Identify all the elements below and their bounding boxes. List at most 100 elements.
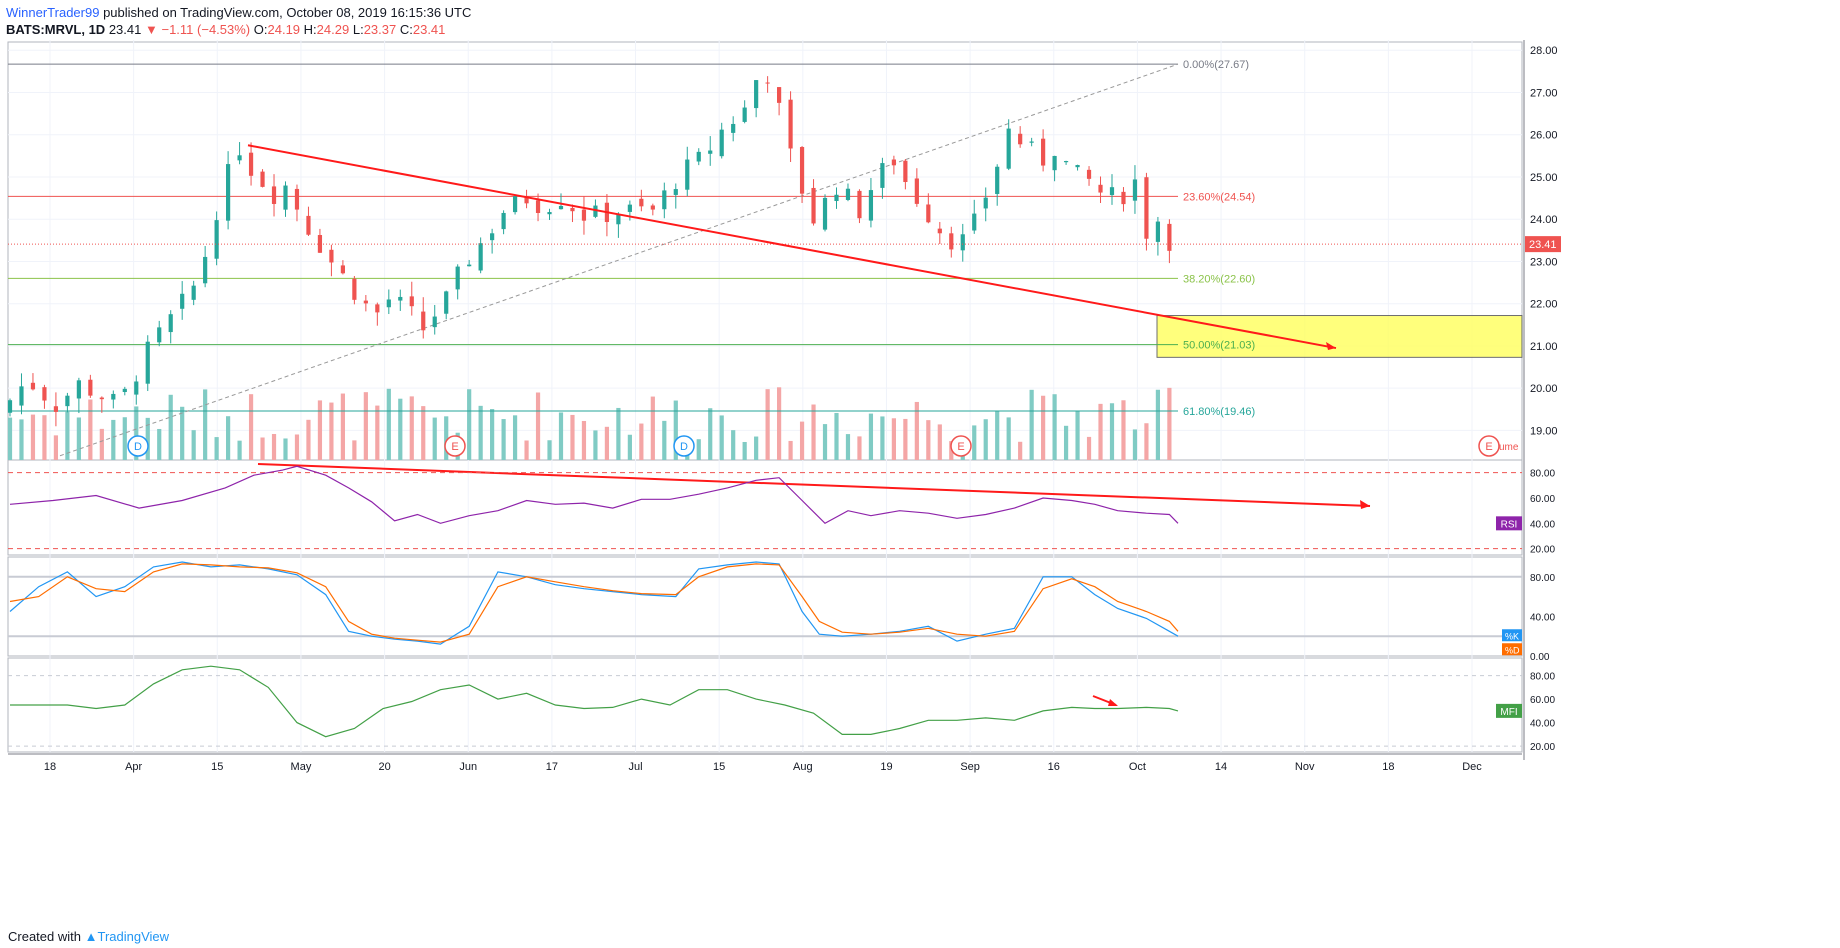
volume-bar xyxy=(1006,417,1011,460)
candle-body xyxy=(868,190,874,221)
volume-bar xyxy=(76,417,81,460)
volume-bar xyxy=(352,440,357,460)
volume-bar xyxy=(237,440,242,460)
rsi-line xyxy=(9,465,1179,525)
rsi-trend-line xyxy=(257,463,1371,507)
volume-bar xyxy=(260,437,265,460)
volume-bar xyxy=(501,419,506,460)
close-value: 23.41 xyxy=(412,22,446,37)
volume-bar xyxy=(65,411,70,460)
candle-body xyxy=(1109,187,1115,196)
indicator-tick-label: 60.00 xyxy=(1530,695,1555,706)
marker-letter: D xyxy=(134,441,142,453)
close-label: C: xyxy=(399,22,413,37)
candle-body xyxy=(168,314,173,333)
volume-bar xyxy=(432,417,437,460)
volume-bar xyxy=(535,392,541,460)
candle-body xyxy=(891,159,896,166)
price-axis[interactable]: 28.00 27.00 26.00 25.00 24.00 23.00 22.00 21.00… xyxy=(1523,40,1561,760)
candles xyxy=(7,76,1172,427)
published-text: published on TradingView.com, October 08… xyxy=(99,5,472,20)
earnings-marker xyxy=(444,435,466,457)
price-tick-label: 28.00 xyxy=(1530,45,1558,57)
fib-label: 23.60%(24.54) xyxy=(1183,191,1255,203)
volume-bar xyxy=(203,389,208,460)
candle-body xyxy=(880,163,885,188)
volume-bar xyxy=(30,414,36,460)
time-tick-label: 19 xyxy=(880,761,892,773)
fib-trend-line xyxy=(59,63,1179,457)
price-tick-label: 23.00 xyxy=(1530,256,1558,268)
time-tick-label: 17 xyxy=(546,761,558,773)
volume-bar xyxy=(1132,429,1138,460)
candle-body xyxy=(731,123,736,133)
symbol-label[interactable]: BATS:MRVL, 1D xyxy=(6,22,106,37)
volume-bar xyxy=(363,392,368,460)
volume-bar xyxy=(719,415,724,460)
volume-bar xyxy=(1041,395,1046,460)
volume-bar xyxy=(799,421,805,460)
volume-bar xyxy=(1018,441,1023,460)
price-tick-label: 26.00 xyxy=(1530,130,1558,142)
volume-bar xyxy=(375,405,380,460)
volume-bar xyxy=(214,437,219,460)
candle-body xyxy=(696,151,701,162)
price-tick-label: 21.00 xyxy=(1530,341,1558,353)
candle-body xyxy=(558,205,564,210)
volume-bar xyxy=(1029,389,1034,460)
volume-bar xyxy=(880,416,885,460)
time-tick-label: Jun xyxy=(459,761,477,773)
candle-body xyxy=(627,204,632,212)
volume-bar xyxy=(822,424,828,460)
candle-body xyxy=(30,382,36,390)
candle-body xyxy=(203,256,208,284)
indicator-tick-label: 0.00 xyxy=(1530,652,1550,663)
candle-body xyxy=(719,129,724,157)
volume-bar xyxy=(593,430,598,460)
price-tick-label: 20.00 xyxy=(1530,383,1558,395)
volume-bar xyxy=(398,398,403,460)
volume-bar xyxy=(983,419,988,460)
volume-bar xyxy=(512,415,518,460)
candle-body xyxy=(1075,165,1080,168)
candle-body xyxy=(983,197,988,209)
candle-body xyxy=(754,80,759,109)
candle-body xyxy=(639,198,644,207)
candle-body xyxy=(122,388,127,393)
volume-bar xyxy=(7,417,13,460)
candle-body xyxy=(42,387,47,401)
price-tick-label: 27.00 xyxy=(1530,87,1558,99)
candle-body xyxy=(1052,155,1057,171)
candle-body xyxy=(903,160,908,183)
price-chart[interactable]: 0.00%(27.67) 23.60%(24.54) 38.20%(22.60) 50… xyxy=(0,40,1840,940)
tradingview-brand[interactable]: TradingView xyxy=(97,929,170,944)
d-badge-label: %D xyxy=(1505,645,1520,655)
d-badge xyxy=(1502,643,1522,656)
candle-body xyxy=(570,207,575,212)
volume-bar xyxy=(88,399,93,460)
candle-body xyxy=(799,147,805,194)
candle-body xyxy=(1144,177,1149,239)
time-axis[interactable]: 18 Apr 15 May 20 Jun 17 Jul 15 Aug 19 Sep 16 Oct 14 Nov… xyxy=(8,753,1522,773)
candle-body xyxy=(1155,221,1161,242)
volume-bar xyxy=(248,394,254,460)
candle-body xyxy=(926,204,931,223)
candle-body xyxy=(788,99,793,149)
time-tick-label: 16 xyxy=(1048,761,1060,773)
volume-bar xyxy=(616,407,621,460)
mfi-arrowhead xyxy=(1108,699,1118,706)
last-price-badge xyxy=(1525,236,1561,253)
candle-body xyxy=(1086,169,1092,179)
dividend-marker xyxy=(127,435,149,457)
volume-bar xyxy=(1086,436,1092,460)
marker-letter: E xyxy=(1485,441,1492,453)
candle-body xyxy=(765,82,770,84)
candle-body xyxy=(949,233,954,250)
candle-body xyxy=(409,296,414,307)
volume-bar xyxy=(662,420,667,460)
volume-bar xyxy=(547,440,552,460)
candle-body xyxy=(662,190,667,210)
publisher-link[interactable]: WinnerTrader99 xyxy=(6,5,100,20)
high-label: H: xyxy=(303,22,317,37)
candle-body xyxy=(134,381,139,395)
